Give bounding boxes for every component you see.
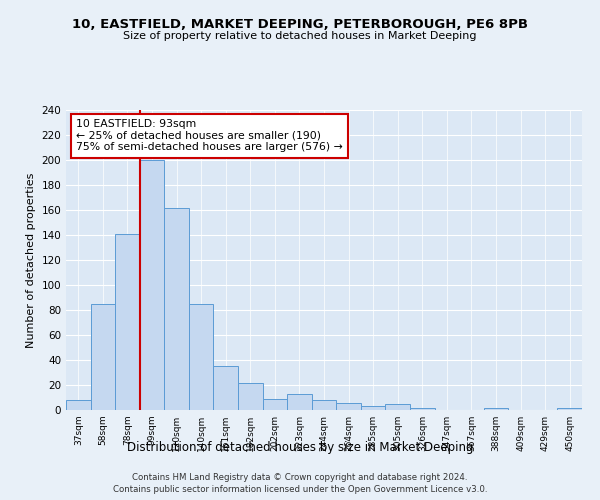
- Text: Contains HM Land Registry data © Crown copyright and database right 2024.: Contains HM Land Registry data © Crown c…: [132, 473, 468, 482]
- Bar: [263, 399, 287, 410]
- Bar: [312, 400, 336, 410]
- Text: 10, EASTFIELD, MARKET DEEPING, PETERBOROUGH, PE6 8PB: 10, EASTFIELD, MARKET DEEPING, PETERBORO…: [72, 18, 528, 30]
- Bar: [115, 234, 140, 410]
- Bar: [238, 382, 263, 410]
- Bar: [361, 406, 385, 410]
- Bar: [287, 394, 312, 410]
- Text: Distribution of detached houses by size in Market Deeping: Distribution of detached houses by size …: [127, 441, 473, 454]
- Bar: [189, 304, 214, 410]
- Text: Size of property relative to detached houses in Market Deeping: Size of property relative to detached ho…: [123, 31, 477, 41]
- Bar: [66, 400, 91, 410]
- Bar: [140, 160, 164, 410]
- Bar: [91, 304, 115, 410]
- Y-axis label: Number of detached properties: Number of detached properties: [26, 172, 36, 348]
- Bar: [214, 366, 238, 410]
- Bar: [484, 408, 508, 410]
- Bar: [410, 408, 434, 410]
- Bar: [164, 208, 189, 410]
- Text: 10 EASTFIELD: 93sqm
← 25% of detached houses are smaller (190)
75% of semi-detac: 10 EASTFIELD: 93sqm ← 25% of detached ho…: [76, 119, 343, 152]
- Bar: [385, 404, 410, 410]
- Bar: [336, 402, 361, 410]
- Text: Contains public sector information licensed under the Open Government Licence v3: Contains public sector information licen…: [113, 484, 487, 494]
- Bar: [557, 408, 582, 410]
